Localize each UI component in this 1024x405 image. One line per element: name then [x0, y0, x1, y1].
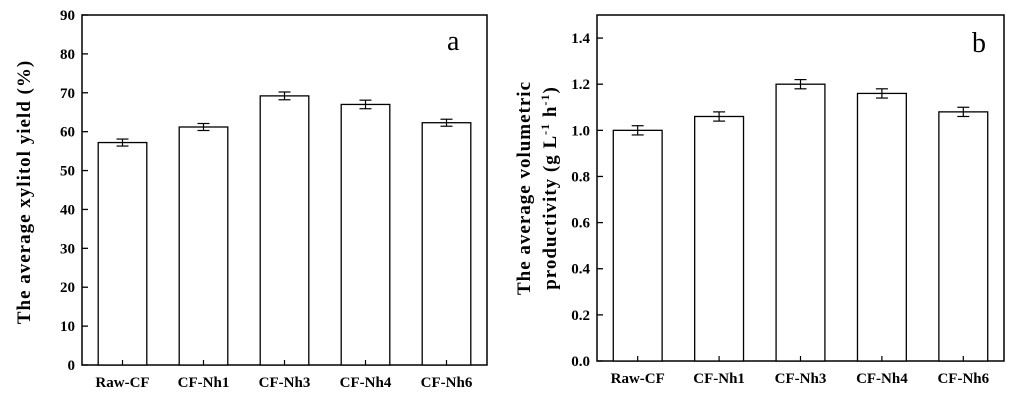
chart-b-bars — [612, 78, 989, 362]
bar — [178, 126, 229, 366]
error-bar — [278, 91, 291, 101]
chart-b-y-axis-title-sup: -1 — [538, 94, 552, 106]
y-tick-label: 0.4 — [571, 262, 590, 278]
chart-panel-a: 0 10 20 30 40 50 60 70 80 90 Raw-CF CF-Nh1 CF-Nh3 CF… — [14, 8, 488, 391]
chart-b-panel-letter: b — [972, 28, 986, 59]
chart-a-x-labels: Raw-CF CF-Nh1 CF-Nh3 CF-Nh4 CF-Nh6 — [95, 360, 473, 391]
x-tick-label: CF-Nh4 — [340, 375, 392, 391]
error-bar — [957, 106, 970, 118]
chart-b-y-axis-title-line1: The average volumetric — [514, 81, 535, 295]
y-tick-label: 90 — [60, 8, 75, 24]
chart-b-y-axis-title-line2: productivity (g L-1 h-1) — [538, 86, 561, 290]
bar — [259, 95, 310, 366]
x-tick-label: CF-Nh1 — [693, 371, 745, 387]
y-tick-label: 50 — [60, 164, 75, 180]
chart-a-panel-letter: a — [447, 26, 460, 57]
y-tick-label: 10 — [60, 319, 75, 335]
x-tick-label: CF-Nh1 — [178, 375, 230, 391]
x-tick-label: CF-Nh6 — [937, 371, 989, 387]
error-bar — [875, 88, 888, 99]
bar — [856, 92, 907, 362]
bar — [775, 83, 826, 362]
chart-b-x-labels: Raw-CF CF-Nh1 CF-Nh3 CF-Nh4 CF-Nh6 — [611, 356, 990, 387]
x-tick-label: Raw-CF — [95, 375, 149, 391]
x-tick-label: CF-Nh3 — [259, 375, 311, 391]
y-tick-label: 0.0 — [571, 354, 590, 370]
chart-b-y-axis-title-part: ) — [540, 86, 561, 93]
y-tick-label: 0.2 — [571, 308, 590, 324]
bar — [938, 111, 989, 362]
error-bar — [631, 125, 644, 136]
chart-panel-b: 0.0 0.2 0.4 0.6 0.8 1.0 1.2 1.4 Raw-CF CF-Nh1 CF-… — [514, 14, 1005, 387]
y-tick-label: 20 — [60, 280, 75, 296]
x-tick-label: CF-Nh3 — [775, 371, 827, 387]
bar — [97, 141, 148, 366]
error-bar — [116, 138, 129, 147]
error-bar — [359, 99, 372, 110]
x-tick-label: Raw-CF — [611, 371, 665, 387]
y-tick-label: 60 — [60, 125, 75, 141]
y-tick-label: 80 — [60, 47, 75, 63]
chart-a-y-axis-title: The average xylitol yield (%) — [14, 60, 35, 324]
bar — [340, 103, 391, 366]
bar — [421, 122, 472, 366]
bar — [694, 115, 745, 362]
y-tick-label: 0.6 — [571, 216, 590, 232]
y-tick-label: 1.0 — [571, 123, 590, 139]
chart-a-bars — [97, 91, 472, 366]
chart-b-y-axis-title-sup: -1 — [538, 123, 552, 135]
x-tick-label: CF-Nh6 — [421, 375, 473, 391]
y-tick-label: 40 — [60, 202, 75, 218]
y-tick-label: 1.2 — [571, 77, 590, 93]
y-tick-label: 0 — [68, 358, 76, 374]
chart-b-y-ticks: 0.0 0.2 0.4 0.6 0.8 1.0 1.2 1.4 — [571, 31, 603, 370]
bar — [612, 129, 663, 362]
x-tick-label: CF-Nh4 — [856, 371, 908, 387]
y-tick-label: 70 — [60, 86, 75, 102]
error-bar — [197, 122, 210, 132]
error-bar — [713, 111, 726, 122]
chart-b-y-axis-title-part: productivity (g L — [540, 135, 561, 290]
y-tick-label: 1.4 — [571, 31, 590, 47]
chart-a-y-ticks: 0 10 20 30 40 50 60 70 80 90 — [60, 8, 88, 374]
error-bar — [794, 78, 807, 90]
error-bar — [440, 118, 453, 127]
y-tick-label: 30 — [60, 241, 75, 257]
chart-b-y-axis-title-part: h — [540, 106, 561, 123]
y-tick-label: 0.8 — [571, 169, 590, 185]
